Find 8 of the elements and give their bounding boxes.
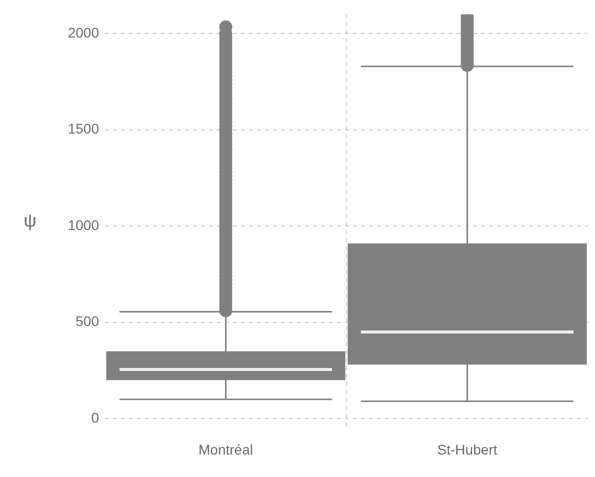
x-tick-label: Montréal xyxy=(198,441,253,458)
y-tick-label: 500 xyxy=(76,313,100,330)
y-tick-label: 1000 xyxy=(68,216,100,233)
y-tick-label: 2000 xyxy=(68,24,100,41)
y-tick-label: 0 xyxy=(91,409,100,426)
y-axis-title: ψ xyxy=(24,210,36,230)
y-tick-label: 1500 xyxy=(68,120,100,137)
x-tick-label: St-Hubert xyxy=(437,441,498,458)
